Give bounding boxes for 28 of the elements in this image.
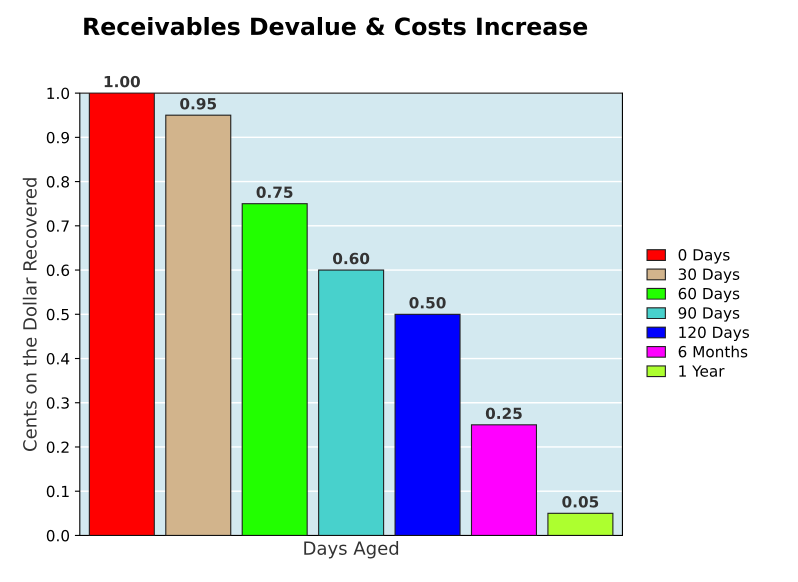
data-label: 0.50 — [409, 296, 446, 309]
y-tick-label: 1.0 — [47, 88, 70, 100]
y-tick-label: 0.4 — [46, 352, 70, 365]
data-label: 0.25 — [486, 408, 522, 420]
y-tick-label: 0.0 — [46, 530, 70, 542]
data-label: 0.05 — [562, 496, 598, 508]
data-label: 0.95 — [180, 98, 216, 110]
data-label: 0.60 — [333, 252, 370, 264]
legend-label: 90 Days — [678, 307, 740, 322]
y-tick-label: 0.9 — [46, 132, 70, 144]
y-tick-label: 0.8 — [46, 176, 70, 188]
data-label: 1.00 — [104, 76, 140, 88]
data-label: 0.75 — [256, 186, 292, 198]
y-axis-title: Cents on the Dollar Recovered — [22, 178, 37, 451]
legend-label: 120 Days — [679, 326, 749, 342]
y-tick-label: 0.2 — [46, 441, 69, 453]
y-tick-label: 0.5 — [46, 308, 69, 320]
legend-label: 1 Year — [679, 365, 725, 377]
chart-title: Receivables Devalue & Costs Increase — [84, 16, 588, 36]
legend-label: 0 Days — [678, 249, 730, 264]
y-tick-label: 0.1 — [46, 486, 69, 498]
legend-label: 30 Days — [678, 268, 740, 283]
x-axis-title: Days Aged — [304, 540, 398, 558]
legend-label: 60 Days — [678, 288, 740, 302]
legend-label: 6 Months — [678, 346, 748, 358]
y-tick-label: 0.7 — [46, 220, 69, 232]
y-tick-label: 0.6 — [46, 264, 70, 276]
y-tick-label: 0.3 — [46, 397, 69, 409]
